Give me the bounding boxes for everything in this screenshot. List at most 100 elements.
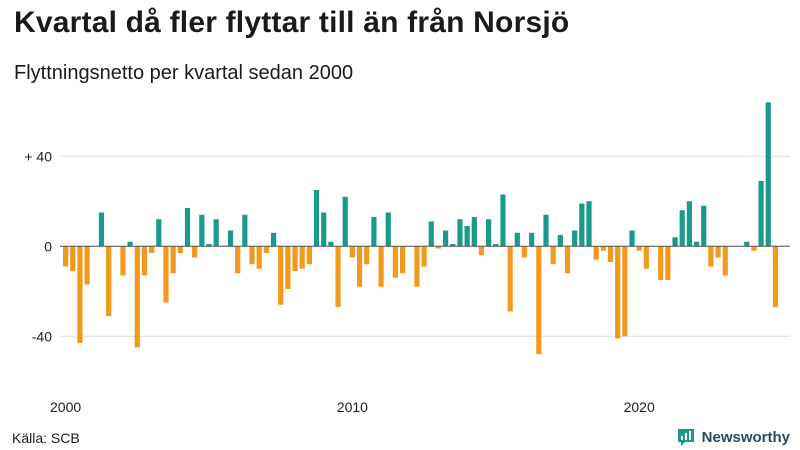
bar xyxy=(607,246,614,262)
bar xyxy=(84,246,90,285)
bar xyxy=(256,246,262,269)
bar xyxy=(70,246,76,271)
bar xyxy=(722,246,728,276)
bar xyxy=(77,246,83,343)
brand: Newsworthy xyxy=(676,426,790,448)
bar xyxy=(744,241,750,247)
bar xyxy=(299,246,305,269)
bar xyxy=(629,230,635,247)
bar xyxy=(192,246,198,258)
bar xyxy=(615,246,621,339)
bar xyxy=(213,219,219,247)
bar xyxy=(557,235,563,247)
bar xyxy=(507,246,513,312)
bar xyxy=(521,246,528,258)
bar xyxy=(715,246,721,258)
bar xyxy=(313,190,320,247)
bar xyxy=(765,102,771,247)
bar xyxy=(199,214,205,247)
bar xyxy=(285,246,291,289)
bar xyxy=(156,219,162,247)
bar xyxy=(658,246,664,280)
bar xyxy=(371,217,377,247)
bar xyxy=(421,246,427,267)
bar xyxy=(335,246,341,307)
bar xyxy=(292,246,298,271)
bar xyxy=(134,246,140,348)
newsworthy-logo-icon xyxy=(677,429,694,446)
bar xyxy=(385,212,391,247)
y-tick-label: 0 xyxy=(44,238,52,254)
bar xyxy=(758,181,764,247)
bar xyxy=(435,246,442,249)
bar xyxy=(392,246,399,278)
bar xyxy=(471,217,477,247)
bar xyxy=(170,246,176,274)
bar xyxy=(514,232,520,247)
bar xyxy=(414,246,420,287)
bar xyxy=(586,201,592,247)
bar xyxy=(636,246,642,251)
bar xyxy=(356,246,363,287)
bar xyxy=(364,246,370,265)
bar xyxy=(242,214,248,247)
bar xyxy=(686,201,692,247)
bar xyxy=(98,212,105,247)
bar xyxy=(450,244,456,247)
bar xyxy=(399,246,406,274)
bar xyxy=(593,246,599,260)
bar xyxy=(500,194,506,247)
bar xyxy=(63,246,69,267)
bar xyxy=(572,230,578,247)
chart-subtitle: Flyttningsnetto per kvartal sedan 2000 xyxy=(14,62,354,84)
bar xyxy=(486,219,492,247)
bar xyxy=(751,246,757,251)
bar xyxy=(127,241,133,247)
bar xyxy=(227,230,234,247)
bar xyxy=(177,246,183,253)
bar xyxy=(163,246,169,303)
bar xyxy=(306,246,312,265)
y-tick-label: -40 xyxy=(32,328,52,344)
bar xyxy=(278,246,284,305)
bar xyxy=(378,246,384,287)
bar xyxy=(536,246,542,355)
bar xyxy=(550,246,556,265)
bar xyxy=(543,214,549,247)
bar xyxy=(478,246,485,256)
bar xyxy=(529,232,535,247)
bar xyxy=(701,205,707,247)
x-tick-label: 2020 xyxy=(624,399,655,415)
y-tick-label: + 40 xyxy=(24,148,52,164)
bar xyxy=(622,246,628,337)
bar xyxy=(184,208,191,247)
bar xyxy=(235,246,241,274)
bar xyxy=(665,246,671,280)
bar xyxy=(579,203,585,247)
bar xyxy=(141,246,148,276)
x-tick-label: 2010 xyxy=(337,399,368,415)
bar xyxy=(263,246,269,253)
bar xyxy=(772,246,779,307)
bar xyxy=(672,237,678,247)
bar xyxy=(643,246,649,269)
bar xyxy=(328,241,334,247)
bar xyxy=(679,210,685,247)
bar xyxy=(464,226,470,247)
bar xyxy=(428,221,434,247)
bar xyxy=(149,246,155,253)
bar xyxy=(600,246,606,251)
chart-title: Kvartal då fler flyttar till än från Nor… xyxy=(14,6,570,39)
bar xyxy=(564,246,571,274)
bar xyxy=(106,246,112,316)
bar xyxy=(249,246,255,265)
brand-name: Newsworthy xyxy=(701,428,790,446)
bar xyxy=(708,246,714,267)
bar xyxy=(443,230,449,247)
bar xyxy=(457,219,463,247)
bar xyxy=(493,244,499,247)
source-note: Källa: SCB xyxy=(12,430,80,446)
bar xyxy=(120,246,126,276)
bar xyxy=(342,196,348,247)
